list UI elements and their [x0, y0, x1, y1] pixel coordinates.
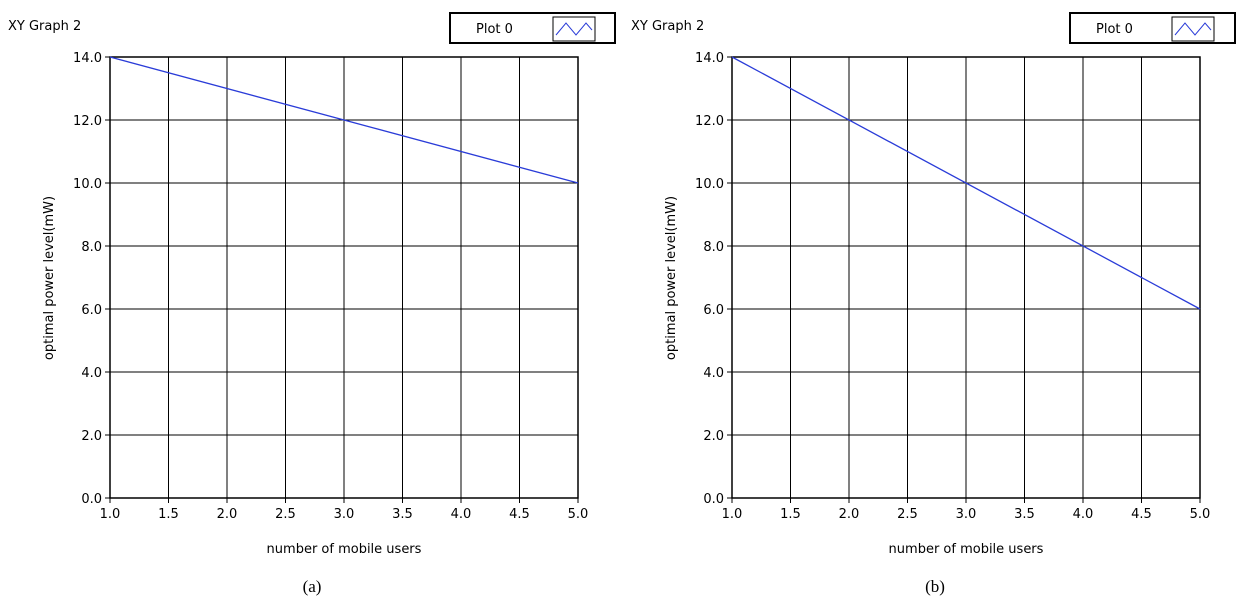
x-tick-label: 3.5	[1014, 507, 1035, 522]
legend-label: Plot 0	[1096, 22, 1133, 37]
x-tick-label: 3.5	[392, 507, 413, 522]
panel-b: XY Graph 2 Plot 0 0.0 2.0 4.0 6.0 8.0 10.0 12.…	[631, 12, 1236, 596]
series-line-plot-0	[109, 56, 579, 184]
x-tick-label: 3.0	[334, 507, 355, 522]
x-tick-label: 1.5	[158, 507, 179, 522]
x-tick-label: 4.0	[451, 507, 472, 522]
x-tick-label: 5.0	[568, 507, 589, 522]
legend-label: Plot 0	[476, 22, 513, 37]
x-tick-label: 1.0	[722, 507, 743, 522]
x-tick-label: 4.0	[1073, 507, 1094, 522]
x-tick-label: 2.0	[839, 507, 860, 522]
legend[interactable]: Plot 0	[1069, 12, 1236, 44]
caption: (b)	[925, 577, 945, 596]
y-tick-label: 6.0	[703, 303, 724, 318]
x-tick-label: 1.0	[100, 507, 121, 522]
y-axis-label: optimal power level(mW)	[664, 196, 679, 360]
y-tick-label: 0.0	[81, 492, 102, 507]
y-tick-label: 0.0	[703, 492, 724, 507]
graph-title: XY Graph 2	[631, 19, 704, 34]
y-tick-label: 2.0	[703, 429, 724, 444]
y-tick-label: 14.0	[695, 51, 724, 66]
caption: (a)	[303, 577, 322, 596]
x-axis: 1.0 1.5 2.0 2.5 3.0 3.5 4.0 4.5 5.0	[100, 498, 589, 522]
graph-title: XY Graph 2	[8, 19, 81, 34]
legend-swatch-icon	[552, 16, 596, 42]
x-axis: 1.0 1.5 2.0 2.5 3.0 3.5 4.0 4.5 5.0	[722, 498, 1211, 522]
legend-swatch-icon	[1171, 16, 1215, 42]
y-tick-label: 8.0	[81, 240, 102, 255]
y-axis: 0.0 2.0 4.0 6.0 8.0 10.0 12.0 14.0	[695, 51, 732, 507]
y-tick-label: 12.0	[695, 114, 724, 129]
x-tick-label: 4.5	[1131, 507, 1152, 522]
y-tick-label: 4.0	[703, 366, 724, 381]
x-tick-label: 2.5	[897, 507, 918, 522]
legend[interactable]: Plot 0	[449, 12, 616, 44]
y-tick-label: 8.0	[703, 240, 724, 255]
y-axis: 0.0 2.0 4.0 6.0 8.0 10.0 12.0 14.0	[73, 51, 110, 507]
series-layer	[109, 56, 579, 184]
y-tick-label: 10.0	[695, 177, 724, 192]
x-tick-label: 2.5	[275, 507, 296, 522]
plot-area: 0.0 2.0 4.0 6.0 8.0 10.0 12.0 14.0 1.0 1.5 2.0 2.5…	[73, 51, 588, 522]
x-tick-label: 2.0	[217, 507, 238, 522]
y-tick-label: 14.0	[73, 51, 102, 66]
x-axis-label: number of mobile users	[889, 542, 1044, 557]
x-tick-label: 3.0	[956, 507, 977, 522]
y-axis-label: optimal power level(mW)	[42, 196, 57, 360]
series-line-plot-0	[731, 56, 1201, 310]
x-tick-label: 4.5	[509, 507, 530, 522]
y-tick-label: 12.0	[73, 114, 102, 129]
x-axis-label: number of mobile users	[267, 542, 422, 557]
y-tick-label: 6.0	[81, 303, 102, 318]
plot-area: 0.0 2.0 4.0 6.0 8.0 10.0 12.0 14.0 1.0 1.5 2.0 2.5…	[695, 51, 1210, 522]
y-tick-label: 2.0	[81, 429, 102, 444]
panel-a: XY Graph 2 Plot 0 0.0 2.0 4.0 6.0 8.0 10.0 12.…	[8, 12, 616, 596]
x-tick-label: 5.0	[1190, 507, 1211, 522]
x-tick-label: 1.5	[780, 507, 801, 522]
series-layer	[731, 56, 1201, 310]
y-tick-label: 4.0	[81, 366, 102, 381]
y-tick-label: 10.0	[73, 177, 102, 192]
